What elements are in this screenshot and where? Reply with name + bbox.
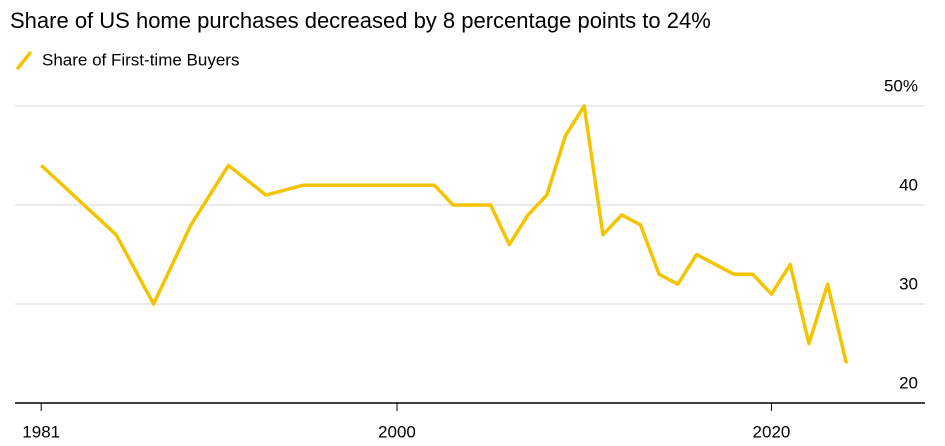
series-line <box>40 104 849 364</box>
y-tick-label: 40 <box>899 175 918 194</box>
chart-title: Share of US home purchases decreased by … <box>10 8 711 33</box>
y-tick-label: 30 <box>899 274 918 293</box>
x-tick-label: 2020 <box>753 422 791 441</box>
y-tick-label: 50% <box>884 76 918 95</box>
x-tick-label: 2000 <box>378 422 416 441</box>
legend-label: Share of First-time Buyers <box>42 50 239 69</box>
y-tick-label: 20 <box>899 373 918 392</box>
legend-swatch <box>16 51 32 70</box>
x-tick-label: 1981 <box>22 422 60 441</box>
